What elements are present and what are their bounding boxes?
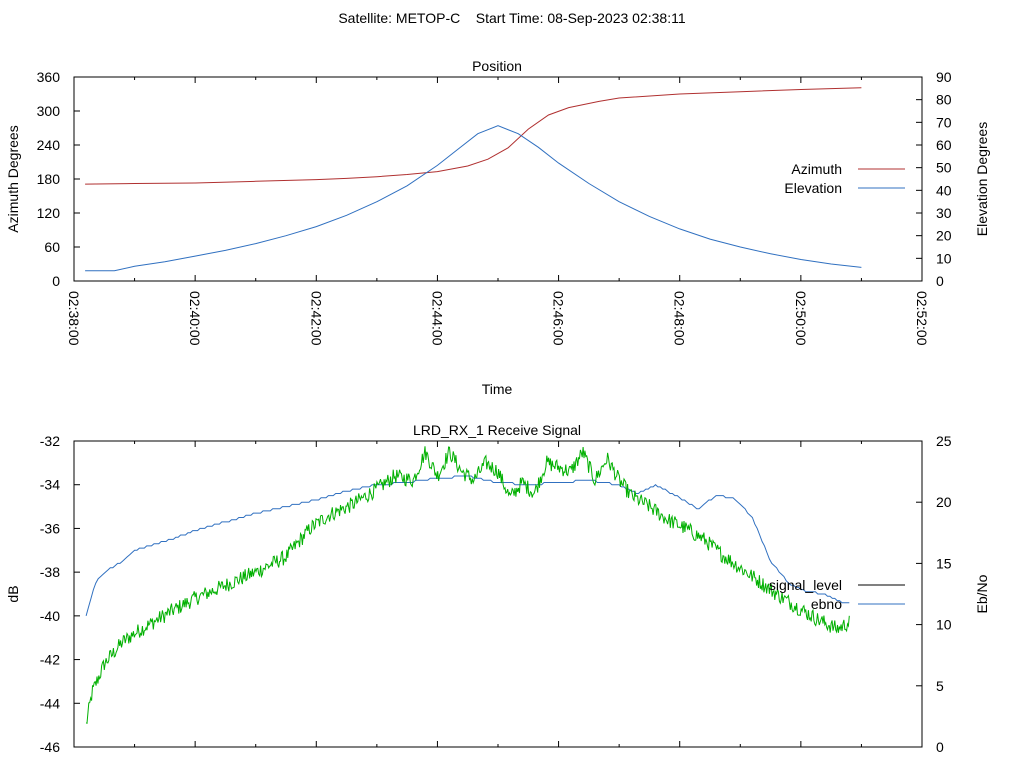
series-line-ebno bbox=[85, 475, 850, 617]
y2-tick-label: 50 bbox=[936, 160, 952, 176]
position-series bbox=[85, 87, 862, 272]
y-tick-label: -40 bbox=[40, 608, 60, 624]
y2-tick-label: 0 bbox=[936, 739, 944, 755]
y2-tick-label: 70 bbox=[936, 114, 952, 130]
series-line-signal-trace bbox=[85, 446, 850, 724]
y2-tick-label: 15 bbox=[936, 555, 952, 571]
y2-tick-label: 20 bbox=[936, 494, 952, 510]
position-legend: Azimuth Elevation bbox=[784, 161, 905, 196]
signal-y2-axis-label: Eb/No bbox=[974, 574, 990, 613]
position-plot-border bbox=[73, 76, 923, 282]
position-title: Position bbox=[472, 58, 522, 74]
y-tick-label: 300 bbox=[37, 103, 61, 119]
x-tick-label: 02:38:00 bbox=[66, 291, 82, 346]
position-chart: Position 0 60 120 180 240 300 360 0 10 20 30 40 50 60… bbox=[5, 58, 990, 397]
y2-tick-label: 25 bbox=[936, 433, 952, 449]
y2-tick-label: 80 bbox=[936, 92, 952, 108]
signal-title: LRD_RX_1 Receive Signal bbox=[413, 422, 581, 438]
legend-label-signal-level: signal_level bbox=[769, 577, 842, 593]
y2-tick-label: 0 bbox=[936, 273, 944, 289]
y-tick-label: -44 bbox=[40, 695, 60, 711]
x-tick-label: 02:48:00 bbox=[672, 291, 688, 346]
position-gridless-ticks: 0 60 120 180 240 300 360 0 10 20 30 40 50 60 70 80 90 02:… bbox=[37, 69, 952, 346]
signal-ticks: -46 -44 -42 -40 -38 -36 -34 -32 0 5 10 15 20 25 bbox=[40, 433, 952, 755]
series-line-elevation bbox=[85, 125, 862, 272]
y-tick-label: 60 bbox=[44, 239, 60, 255]
x-tick-label: 02:40:00 bbox=[187, 291, 203, 346]
y-tick-label: 0 bbox=[52, 273, 60, 289]
legend-label-azimuth: Azimuth bbox=[791, 161, 842, 177]
x-tick-label: 02:42:00 bbox=[308, 291, 324, 346]
x-tick-label: 02:46:00 bbox=[551, 291, 567, 346]
y-tick-label: 120 bbox=[37, 205, 61, 221]
y2-tick-label: 5 bbox=[936, 678, 944, 694]
y2-tick-label: 30 bbox=[936, 205, 952, 221]
y-tick-label: -38 bbox=[40, 564, 60, 580]
y2-tick-label: 40 bbox=[936, 182, 952, 198]
y-tick-label: -34 bbox=[40, 477, 60, 493]
y-tick-label: 240 bbox=[37, 137, 61, 153]
legend-label-ebno: ebno bbox=[811, 596, 842, 612]
y-tick-label: 360 bbox=[37, 69, 61, 85]
position-x-axis-label: Time bbox=[482, 381, 513, 397]
series-line-azimuth bbox=[85, 87, 862, 185]
y-tick-label: -42 bbox=[40, 652, 60, 668]
signal-series bbox=[85, 446, 850, 724]
page-title: Satellite: METOP-C Start Time: 08-Sep-20… bbox=[338, 10, 686, 26]
y-tick-label: -46 bbox=[40, 739, 60, 755]
x-tick-label: 02:50:00 bbox=[793, 291, 809, 346]
position-y2-axis-label: Elevation Degrees bbox=[974, 122, 990, 236]
legend-label-elevation: Elevation bbox=[784, 180, 842, 196]
y-tick-label: -36 bbox=[40, 520, 60, 536]
y2-tick-label: 90 bbox=[936, 69, 952, 85]
x-tick-label: 02:52:00 bbox=[914, 291, 930, 346]
x-tick-label: 02:44:00 bbox=[429, 291, 445, 346]
position-y-axis-label: Azimuth Degrees bbox=[5, 125, 21, 232]
y2-tick-label: 60 bbox=[936, 137, 952, 153]
y2-tick-label: 10 bbox=[936, 250, 952, 266]
y2-tick-label: 10 bbox=[936, 617, 952, 633]
y-tick-label: 180 bbox=[37, 171, 61, 187]
signal-chart: LRD_RX_1 Receive Signal -46-44-42-40-38-… bbox=[5, 422, 990, 755]
signal-y-axis-label: dB bbox=[5, 585, 21, 602]
y-tick-label: -32 bbox=[40, 433, 60, 449]
signal-plot-border bbox=[73, 440, 923, 748]
y2-tick-label: 20 bbox=[936, 228, 952, 244]
